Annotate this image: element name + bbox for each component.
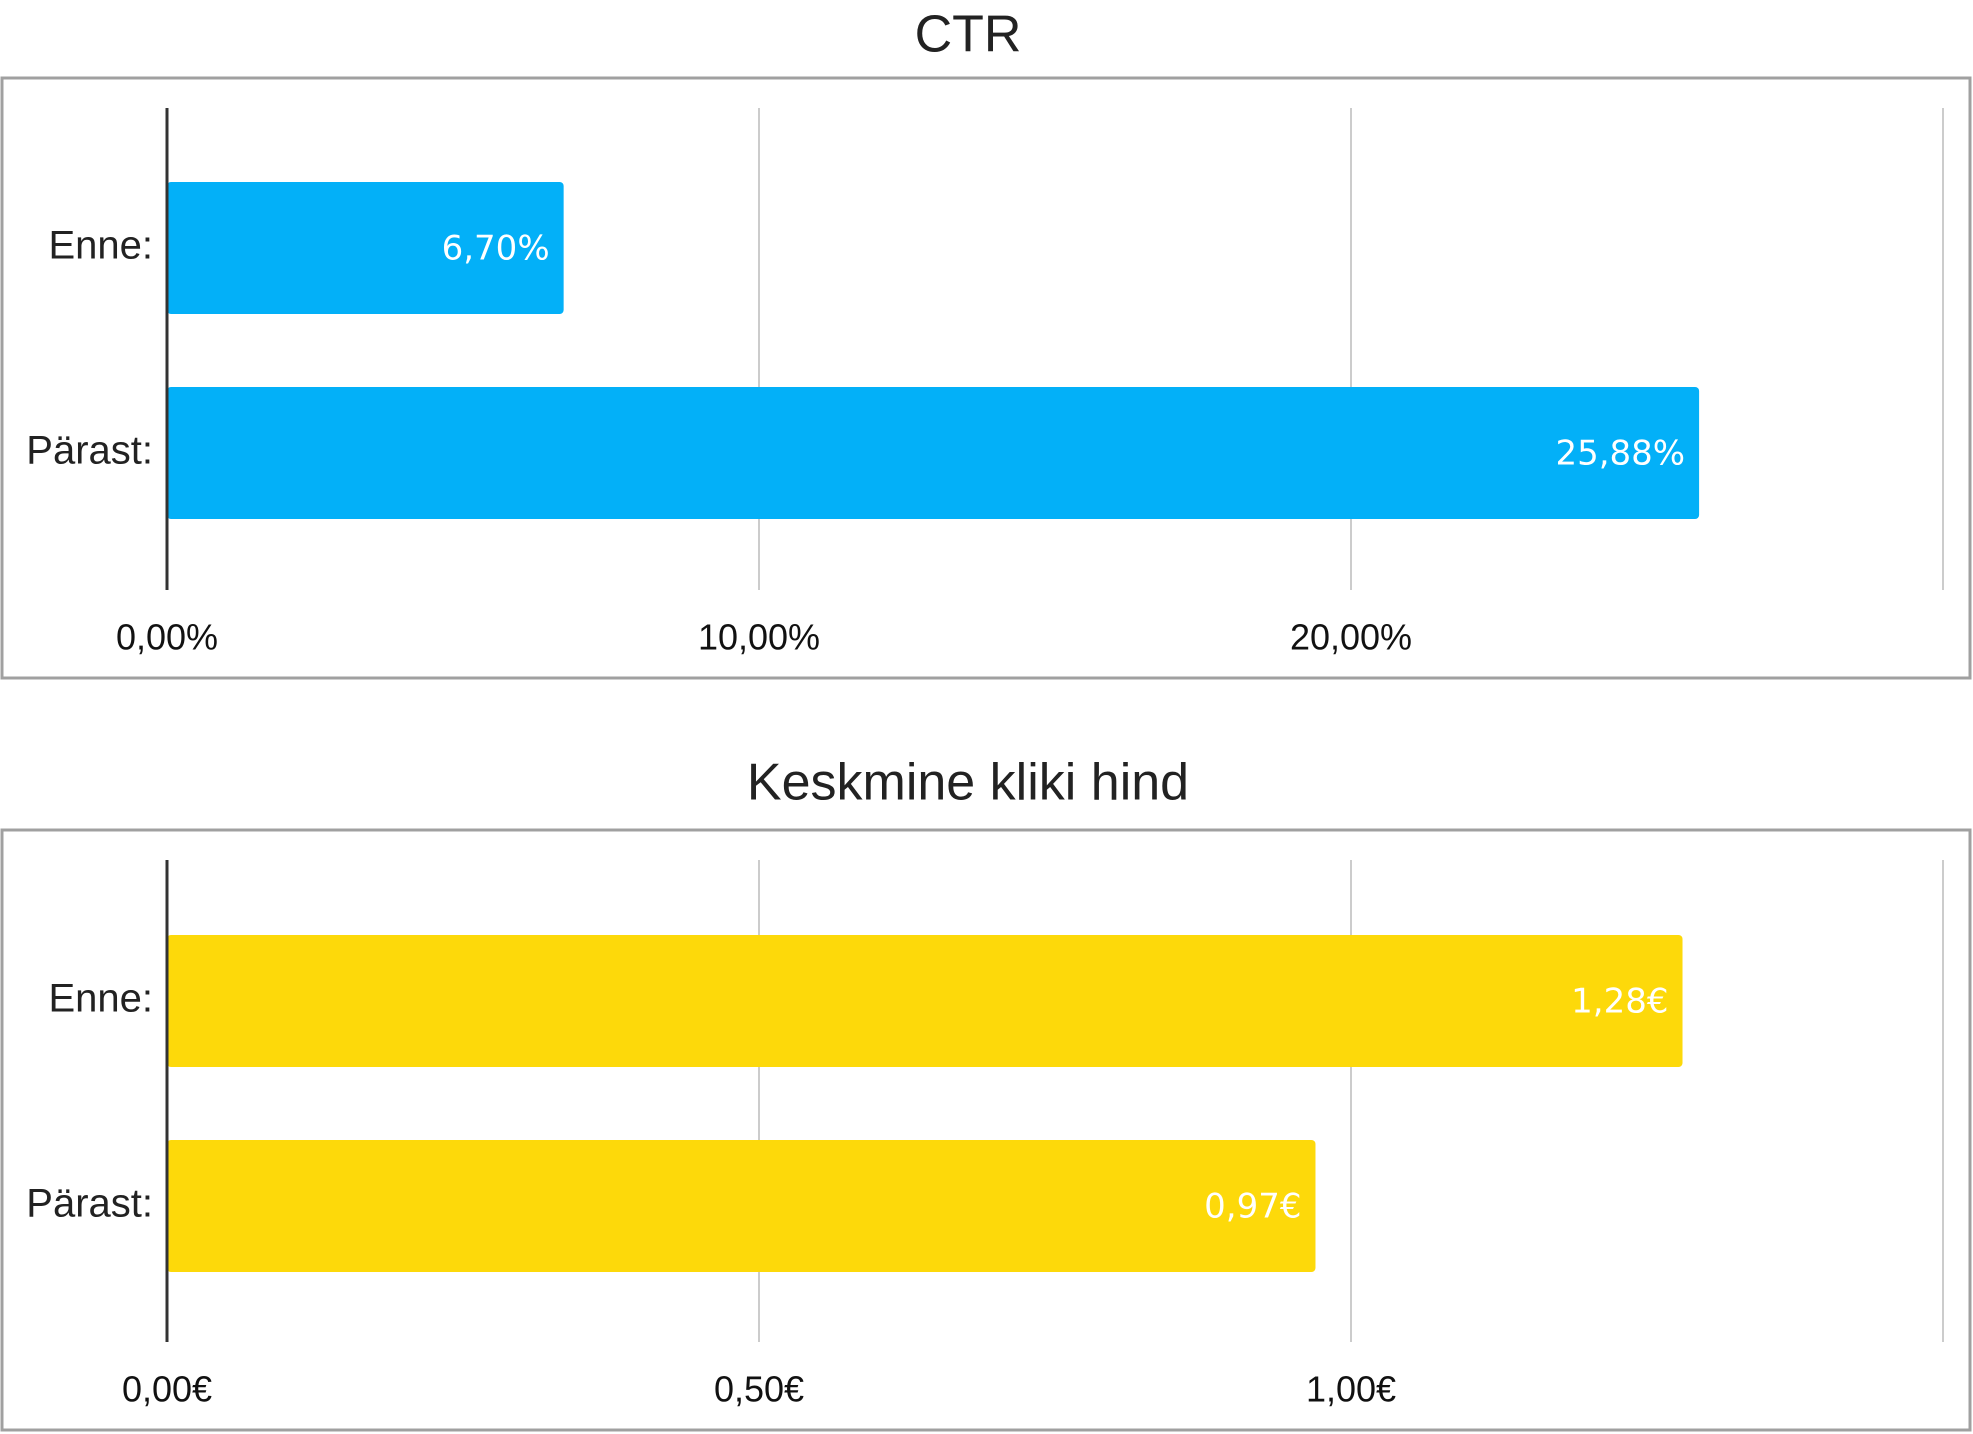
bar: [167, 182, 564, 314]
x-tick-label: 0,00€: [122, 1369, 212, 1410]
x-tick-label: 0,00%: [116, 617, 218, 658]
bar: [167, 1140, 1316, 1272]
category-label: Pärast:: [26, 429, 153, 473]
bar-value-label: 0,97€: [1204, 1187, 1301, 1227]
x-tick-label: 10,00%: [698, 617, 820, 658]
bar-value-label: 25,88%: [1555, 434, 1685, 474]
chart-frame: [0, 828, 1972, 1432]
chart-1: CTR 6,70% Enne: 25,88% Pärast: 0,00% 10,00% 20,…: [0, 6, 1972, 680]
x-tick-label: 20,00%: [1290, 617, 1412, 658]
category-label: Enne:: [48, 224, 153, 268]
category-label: Pärast:: [26, 1182, 153, 1226]
chart-title: CTR: [915, 6, 1022, 64]
bar: [167, 935, 1683, 1067]
category-label: Enne:: [48, 977, 153, 1021]
chart-2: Keskmine kliki hind 1,28€ Enne: 0,97€ Pärast…: [0, 754, 1972, 1432]
x-tick-label: 1,00€: [1306, 1369, 1396, 1410]
chart-title: Keskmine kliki hind: [747, 754, 1189, 812]
bar: [167, 387, 1700, 519]
x-tick-label: 0,50€: [714, 1369, 804, 1410]
bar-value-label: 1,28€: [1571, 982, 1668, 1022]
chart-frame: [0, 76, 1972, 680]
bar-value-label: 6,70%: [442, 229, 550, 269]
